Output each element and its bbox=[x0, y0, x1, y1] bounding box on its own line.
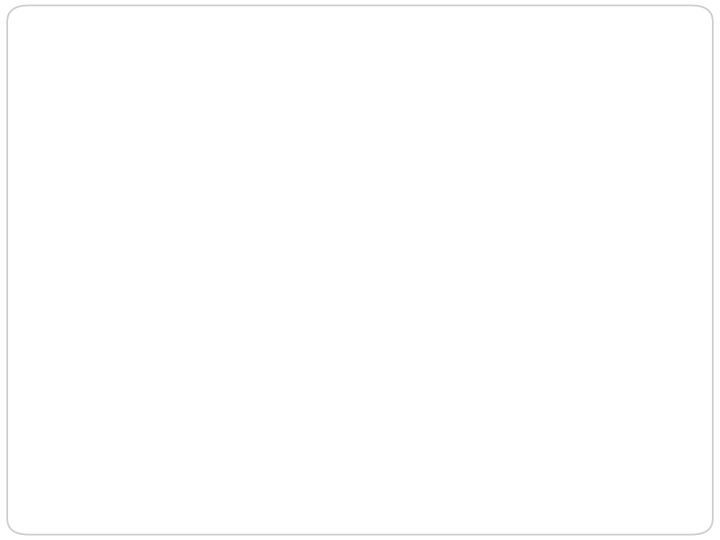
Text: 2.: 2. bbox=[112, 289, 133, 311]
Text: center.: center. bbox=[83, 205, 160, 227]
Text: Mode: Mode bbox=[162, 332, 226, 354]
Text: Midrange: Midrange bbox=[162, 375, 271, 397]
Text: the entire sample or population.  Such a number is called an: the entire sample or population. Such a … bbox=[50, 85, 692, 104]
Text: – Many times one number is used to describe: – Many times one number is used to descr… bbox=[204, 46, 689, 65]
Text: There are 4 values that are considered measures of the: There are 4 values that are considered m… bbox=[83, 162, 709, 184]
Text: 3.: 3. bbox=[112, 332, 133, 354]
Text: 1.: 1. bbox=[112, 246, 133, 268]
Text: Central Values: Central Values bbox=[50, 46, 204, 65]
Text: Median: Median bbox=[162, 289, 247, 311]
Text: 4.: 4. bbox=[112, 375, 133, 397]
Text: ↺: ↺ bbox=[40, 162, 60, 186]
Text: average.  There are many ways to compute an average.: average. There are many ways to compute … bbox=[50, 125, 641, 144]
Text: Mean: Mean bbox=[162, 246, 225, 268]
